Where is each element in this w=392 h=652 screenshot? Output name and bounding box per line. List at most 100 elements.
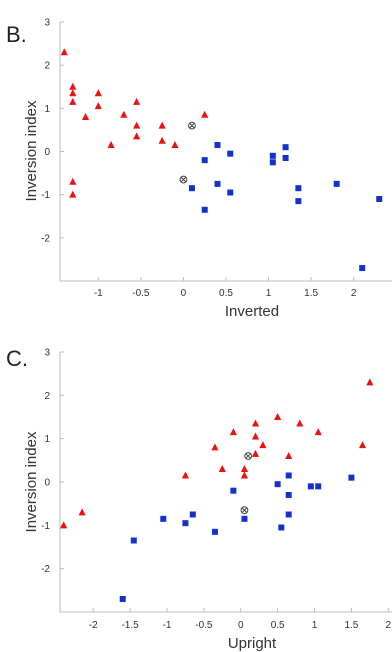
y-tick-label: 3	[44, 18, 50, 29]
data-point-triangle	[158, 136, 166, 144]
panel-b-letter: B.	[6, 22, 27, 47]
data-point-triangle	[69, 177, 77, 185]
data-point-square	[227, 150, 234, 157]
data-point-square	[376, 195, 383, 202]
data-point-triangle	[69, 97, 77, 105]
data-point-square	[119, 596, 126, 602]
data-point-square	[315, 483, 322, 490]
data-point-triangle	[94, 89, 102, 97]
data-point-square	[214, 142, 221, 149]
x-tick-label: 0	[238, 620, 244, 631]
data-point-square	[348, 474, 355, 481]
marker-cross	[245, 453, 251, 459]
data-point-triangle	[358, 441, 367, 449]
x-tick-label: 0	[181, 288, 187, 299]
data-point-square	[227, 189, 234, 196]
x-tick-label: 0.5	[271, 620, 285, 631]
panel-b-ylabel: Inversion index	[23, 100, 40, 201]
data-point-square	[241, 515, 248, 522]
x-tick-label: 1	[266, 288, 272, 299]
data-point-square	[214, 180, 221, 187]
data-point-triangle	[251, 419, 260, 427]
x-tick-label: 0.5	[219, 288, 233, 299]
data-point-square	[201, 157, 208, 164]
data-point-triangle	[201, 110, 209, 118]
data-point-square	[282, 144, 289, 151]
data-point-square	[130, 537, 137, 544]
data-point-square	[182, 520, 189, 527]
data-point-triangle	[229, 428, 237, 436]
data-point-triangle	[94, 102, 102, 110]
data-point-square	[285, 492, 292, 498]
data-point-triangle	[69, 89, 77, 97]
y-tick-label: 1	[44, 434, 50, 445]
data-point-triangle	[133, 97, 141, 105]
data-point-triangle	[240, 465, 249, 472]
data-point-square	[333, 180, 340, 187]
scatter-panel-b: Inverted Inversion index -1 -0.5 0 0.5 1 1.5 2…	[23, 18, 392, 320]
data-point-square	[285, 472, 292, 479]
y-tick-label: -2	[41, 233, 50, 244]
data-point-triangle	[366, 378, 374, 386]
data-point-square	[274, 481, 281, 488]
data-point-triangle	[78, 508, 86, 516]
x-tick-label: 1	[312, 620, 318, 631]
x-tick-label: -1	[94, 288, 103, 299]
scatter-panel-c: Upright Inversion index -2 -1.5 -1 -0.5 0 0.5…	[23, 348, 392, 652]
data-point-triangle	[296, 419, 304, 427]
data-point-square	[307, 483, 314, 490]
data-point-triangle	[120, 110, 128, 118]
data-point-circle-x	[244, 452, 253, 460]
data-point-triangle	[251, 449, 260, 457]
data-point-triangle	[240, 471, 249, 479]
data-point-triangle	[107, 141, 115, 149]
y-tick-label: 1	[44, 104, 50, 115]
data-point-square	[201, 206, 208, 213]
data-point-triangle	[69, 82, 77, 90]
data-point-circle-x	[188, 121, 196, 130]
panel-c-letter: C.	[6, 346, 28, 371]
panel-b-axes	[59, 22, 392, 282]
data-point-square	[295, 198, 302, 205]
data-point-square	[285, 511, 292, 518]
data-point-triangle	[211, 443, 219, 451]
panel-c-xlabel: Upright	[228, 635, 277, 652]
data-point-square	[278, 524, 285, 531]
data-point-triangle	[133, 132, 141, 140]
data-point-triangle	[274, 413, 282, 420]
x-tick-label: -0.5	[132, 288, 150, 299]
data-point-triangle	[218, 465, 226, 472]
data-point-triangle	[171, 141, 179, 149]
x-tick-label: 2	[351, 288, 357, 299]
data-point-circle-x	[179, 175, 188, 184]
data-point-triangle	[251, 432, 260, 440]
data-point-square	[359, 265, 366, 272]
x-tick-label: -1	[163, 620, 172, 631]
y-tick-label: 3	[44, 348, 50, 359]
data-point-triangle	[259, 441, 267, 449]
data-point-triangle	[285, 452, 293, 459]
x-tick-label: 2	[386, 620, 392, 631]
marker-cross	[189, 123, 195, 129]
y-tick-label: 0	[44, 147, 50, 158]
data-point-square	[211, 528, 218, 535]
panel-c-ylabel: Inversion index	[23, 431, 40, 532]
data-point-triangle	[60, 48, 68, 56]
data-point-circle-x	[240, 506, 249, 515]
y-tick-label: 0	[44, 478, 50, 489]
marker-cross	[241, 507, 247, 513]
y-tick-label: 2	[44, 391, 50, 402]
data-point-triangle	[81, 112, 90, 120]
x-tick-label: 1.5	[304, 288, 318, 299]
marker-cross	[180, 177, 186, 183]
x-tick-label: 1.5	[344, 620, 358, 631]
data-point-square	[282, 154, 289, 161]
x-tick-label: -0.5	[195, 620, 213, 631]
data-point-square	[188, 185, 195, 192]
data-point-square	[160, 515, 167, 522]
data-point-triangle	[69, 190, 77, 198]
data-point-triangle	[133, 121, 141, 129]
y-tick-label: -2	[41, 564, 50, 575]
panel-c-axes	[59, 352, 392, 613]
